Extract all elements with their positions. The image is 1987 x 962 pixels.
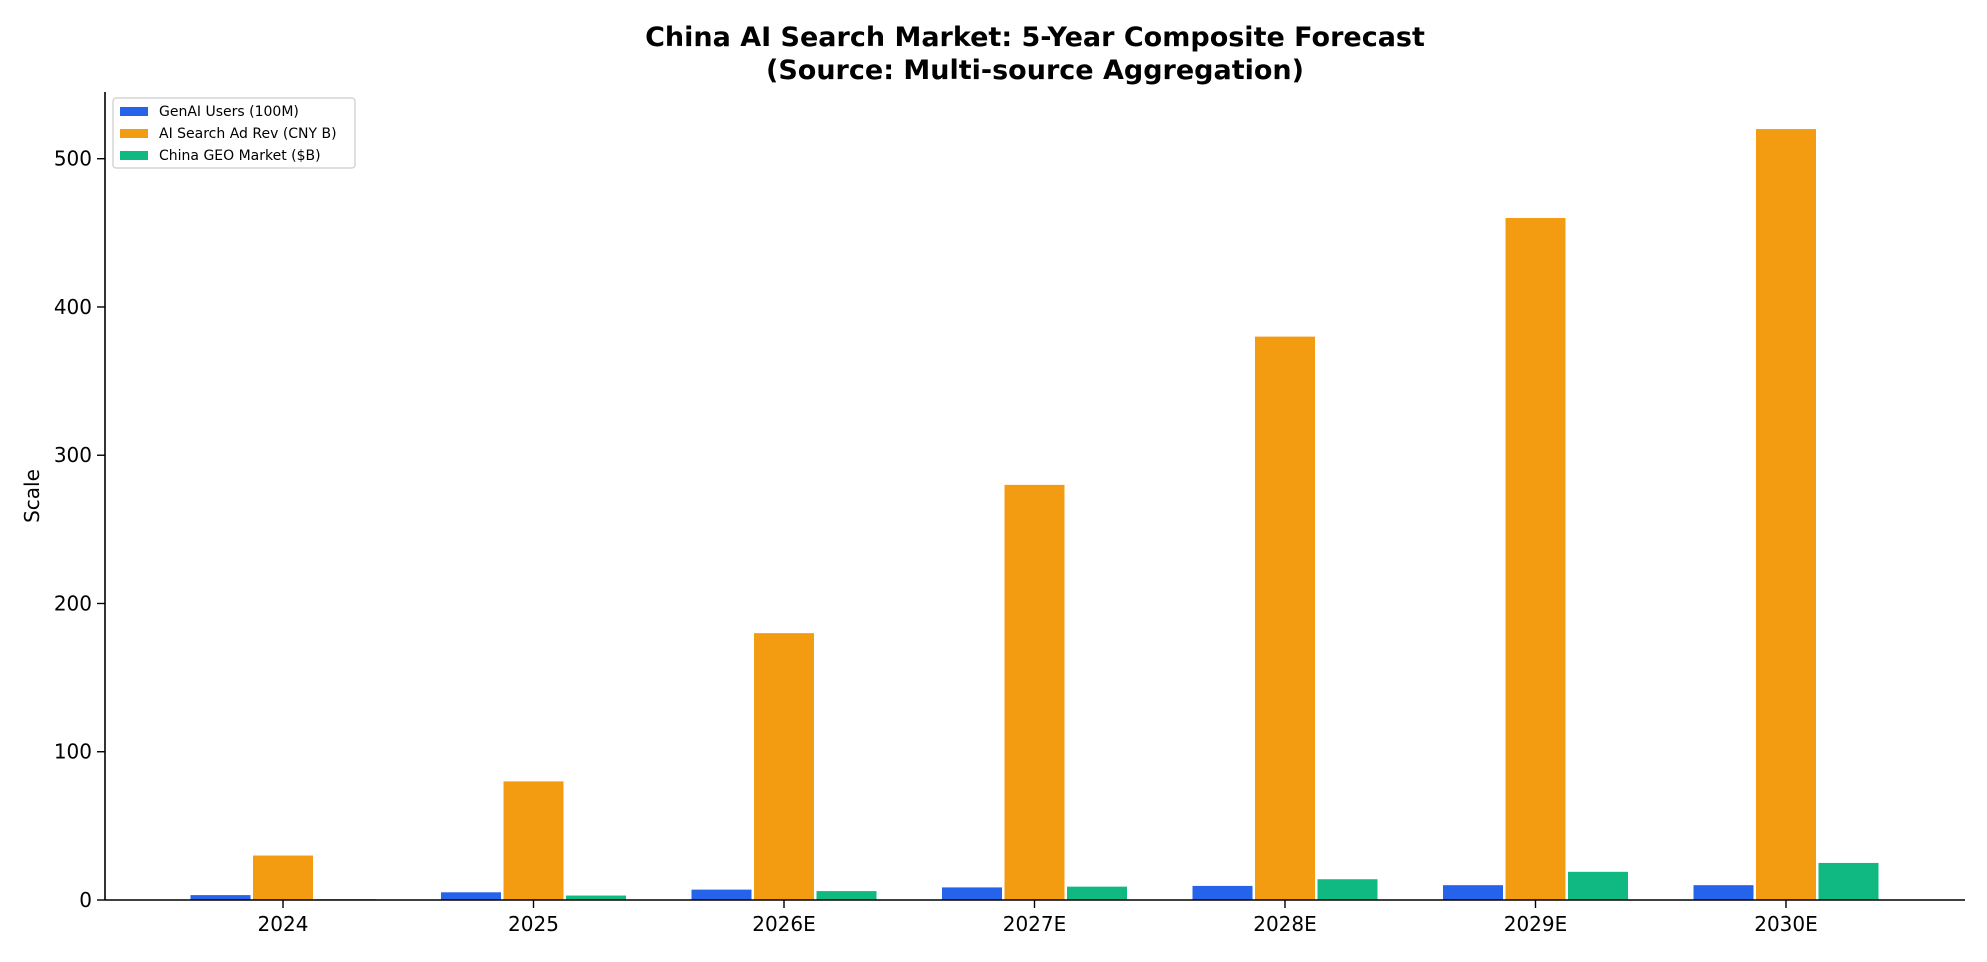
legend-box — [112, 97, 356, 169]
x-tick-label: 2030E — [1754, 912, 1818, 936]
bar-s0-2030E — [1693, 885, 1754, 900]
y-tick-label: 100 — [54, 740, 92, 764]
bar-s0-2027E — [942, 887, 1002, 900]
legend-label: AI Search Ad Rev (CNY B) — [159, 126, 337, 142]
y-tick-label: 200 — [54, 591, 92, 615]
bar-s0-2024 — [190, 895, 251, 900]
bar-s1-2029E — [1505, 218, 1566, 900]
bar-s1-2028E — [1255, 336, 1315, 900]
bar-s0-2025 — [441, 892, 501, 900]
bar-s2-2026E — [816, 891, 877, 900]
y-tick-label: 0 — [79, 888, 92, 912]
legend-label: GenAI Users (100M) — [159, 104, 299, 120]
y-ticks: 0 100 200 300 400 500 — [54, 147, 105, 912]
chart-title: China AI Search Market: 5-Year Composite… — [645, 22, 1425, 53]
y-tick-label: 400 — [54, 295, 92, 319]
bar-s0-2029E — [1443, 885, 1503, 900]
legend-swatch — [120, 107, 148, 116]
legend-swatch — [120, 151, 148, 160]
x-tick-label: 2025 — [508, 912, 559, 936]
legend-swatch — [120, 129, 148, 138]
bar-s1-2030E — [1756, 129, 1816, 900]
bar-s1-2027E — [1004, 484, 1065, 900]
bar-s1-2025 — [503, 781, 564, 900]
bar-s2-2028E — [1317, 879, 1378, 900]
x-tick-label: 2028E — [1253, 912, 1317, 936]
x-ticks: 2024 2025 2026E 2027E 2028E 2029E 2030E — [258, 900, 1818, 936]
x-tick-label: 2029E — [1504, 912, 1568, 936]
legend-label: China GEO Market ($B) — [159, 148, 321, 164]
bar-s1-2024 — [253, 855, 313, 900]
y-tick-label: 500 — [54, 147, 92, 171]
bar-s0-2026E — [691, 889, 752, 900]
x-tick-label: 2027E — [1003, 912, 1067, 936]
y-tick-label: 300 — [54, 443, 92, 467]
x-tick-label: 2026E — [752, 912, 816, 936]
bar-s2-2029E — [1568, 871, 1628, 900]
bar-s2-2027E — [1067, 886, 1127, 900]
bar-s0-2028E — [1192, 885, 1253, 900]
bar-s1-2026E — [754, 633, 814, 900]
y-axis-label: Scale — [20, 469, 44, 523]
x-tick-label: 2024 — [258, 912, 309, 936]
legend: GenAI Users (100M) AI Search Ad Rev (CNY … — [112, 97, 356, 169]
bar-s2-2030E — [1818, 862, 1879, 900]
chart-subtitle: (Source: Multi-source Aggregation) — [766, 55, 1304, 86]
bars-layer — [190, 129, 1879, 900]
bar-s2-2025 — [566, 895, 626, 900]
